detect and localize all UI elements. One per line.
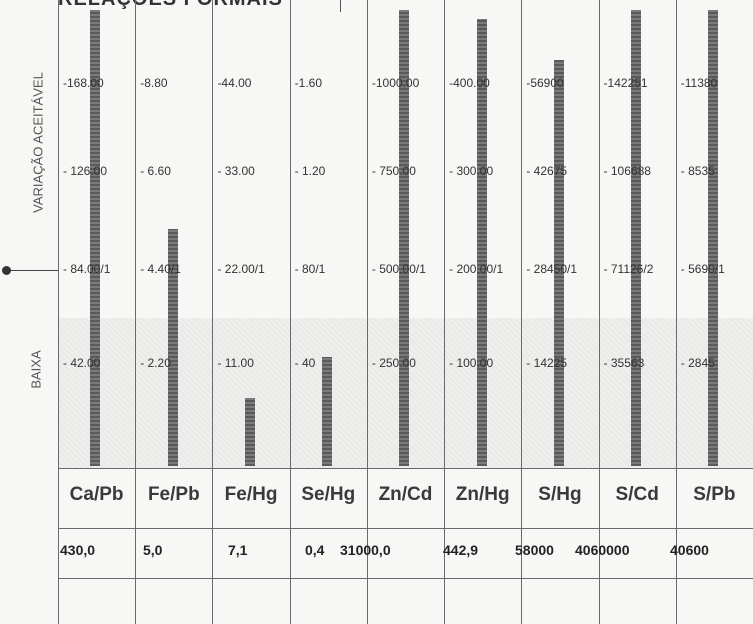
tick-label-middle: - 5690/1: [680, 262, 725, 276]
grid-line-horizontal: [58, 468, 753, 469]
bar-ca-pb: [90, 10, 101, 466]
grid-line-vertical: [675, 0, 677, 624]
tick-label-lower: - 14225: [526, 356, 568, 370]
tick-label-top: -168.00: [63, 76, 104, 90]
reference-marker-line: [8, 270, 58, 271]
chart-title: RELAÇÕES FORMAIS: [58, 0, 283, 11]
acceptable-zone-label: VARIAÇÃO ACEITÁVEL: [30, 72, 46, 213]
category-label: Se/Hg: [301, 484, 356, 505]
tick-label-middle: - 71126/2: [603, 262, 654, 276]
tick-label-upper: - 750.00: [371, 164, 416, 178]
grid-line-vertical: [598, 0, 600, 624]
category-label: Zn/Hg: [455, 484, 510, 505]
grid-line-horizontal: [58, 528, 753, 529]
category-label: Fe/Hg: [224, 484, 278, 505]
data-value-label: 31000,0: [340, 542, 391, 558]
tick-label-top: -56900: [526, 76, 564, 90]
category-label: Fe/Pb: [147, 484, 200, 505]
grid-line-vertical: [58, 0, 59, 624]
low-zone-label: BAIXA: [28, 350, 44, 389]
grid-line-vertical: [444, 0, 446, 624]
bar-s-hg: [553, 60, 564, 466]
category-label: S/Cd: [615, 484, 659, 505]
bar-se-hg: [322, 356, 333, 466]
tick-label-upper: - 42675: [526, 164, 568, 178]
tick-label-top: -1.60: [294, 76, 323, 90]
tick-label-middle: - 500.00/1: [371, 262, 426, 276]
tick-label-top: -142251: [603, 76, 648, 90]
grid-line-vertical: [521, 0, 523, 624]
bar-s-pb: [708, 10, 719, 466]
tick-label-middle: - 4.40/1: [140, 262, 181, 276]
category-label: S/Pb: [693, 484, 736, 505]
grid-line-vertical: [289, 0, 291, 624]
tick-label-upper: - 106688: [603, 164, 651, 178]
tick-label-lower: - 42.00: [63, 356, 101, 370]
bar-zn-hg: [476, 19, 487, 466]
tick-label-lower: - 2845: [680, 356, 715, 370]
tick-label-lower: - 2.20: [140, 356, 171, 370]
category-label: S/Hg: [538, 484, 582, 505]
grid-line-vertical: [135, 0, 137, 624]
tick-label-top: -11380: [680, 76, 718, 90]
tick-label-lower: - 11.00: [217, 356, 254, 370]
tick-label-top: -1000.00: [371, 76, 420, 90]
bar-zn-cd: [399, 10, 410, 466]
data-value-label: 0,4: [305, 542, 325, 558]
category-label: Zn/Cd: [378, 484, 433, 505]
data-value-label: 430,0: [60, 542, 96, 558]
title-divider: [340, 0, 341, 12]
tick-label-middle: - 84.00/1: [63, 262, 111, 276]
tick-label-upper: - 33.00: [217, 164, 255, 178]
bar-fe-hg: [244, 397, 255, 466]
category-label: Ca/Pb: [69, 484, 124, 505]
tick-label-lower: - 250.00: [371, 356, 416, 370]
tick-label-top: -8.80: [140, 76, 168, 90]
tick-label-middle: - 200.00/1: [449, 262, 504, 276]
tick-label-upper: - 6.60: [140, 164, 171, 178]
tick-label-lower: - 35563: [603, 356, 645, 370]
grid-line-horizontal: [58, 578, 753, 579]
bar-fe-pb: [167, 228, 178, 466]
data-value-label: 5,0: [143, 542, 163, 558]
tick-label-middle: - 28450/1: [526, 262, 578, 276]
grid-line-vertical: [212, 0, 214, 624]
data-value-label: 442,9: [443, 542, 479, 558]
data-value-label: 4060000: [575, 542, 630, 558]
tick-label-lower: - 40: [294, 356, 316, 370]
tick-label-lower: - 100.00: [449, 356, 494, 370]
tick-label-middle: - 22.00/1: [217, 262, 265, 276]
tick-label-upper: - 8535: [680, 164, 715, 178]
grid-line-vertical: [366, 0, 368, 624]
data-value-label: 58000: [515, 542, 554, 558]
tick-label-top: -400.00: [449, 76, 490, 90]
tick-label-middle: - 80/1: [294, 262, 326, 276]
data-value-label: 7,1: [228, 542, 248, 558]
tick-label-upper: - 300.00: [449, 164, 494, 178]
reference-marker-dot: [2, 266, 11, 275]
tick-label-upper: - 1.20: [294, 164, 326, 178]
bar-s-cd: [630, 10, 641, 466]
data-value-label: 40600: [670, 542, 709, 558]
tick-label-top: -44.00: [217, 76, 252, 90]
tick-label-upper: - 126.00: [63, 164, 108, 178]
